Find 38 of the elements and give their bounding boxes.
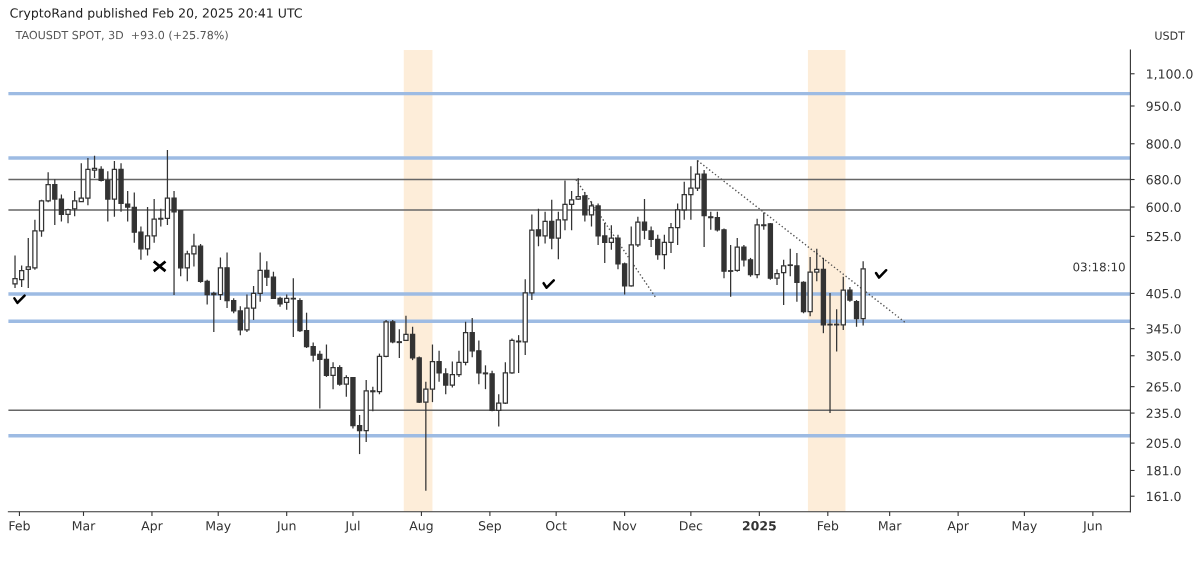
x-tick-label: Sep (478, 521, 501, 533)
x-tick-label: Apr (947, 521, 969, 533)
candlestick (780, 259, 787, 306)
y-tick-label: 680.0 (1146, 174, 1181, 185)
chart-subtitle: TAOUSDT SPOT, 3D +93.0 (+25.78%) (15, 30, 228, 41)
candlestick (290, 277, 296, 338)
y-tick-label: 950.0 (1146, 101, 1181, 111)
x-tick-label: May (206, 521, 231, 533)
chart-title: CryptoRand published Feb 20, 2025 20:41 UTC (10, 8, 302, 21)
y-tick-label: 600.0 (1146, 202, 1181, 212)
x-tick-label: Feb (9, 520, 30, 531)
x-tick-label: Apr (141, 521, 163, 533)
x-tick-label: Nov (613, 521, 637, 531)
x-tick-label: Dec (680, 521, 703, 531)
y-tick-label: 161.0 (1147, 491, 1181, 502)
x-tick-label: Jul (344, 520, 360, 533)
x-tick-label: May (1012, 521, 1037, 533)
x-tick-label: 2025 (742, 521, 776, 531)
y-axis-title: USDT (1155, 31, 1185, 40)
y-tick-label: 235.0 (1146, 408, 1181, 418)
candlestick (396, 328, 403, 359)
y-tick-label: 1,100.0 (1147, 69, 1193, 80)
x-tick-label: Jun (276, 521, 296, 533)
x-tick-label: Mar (879, 521, 902, 531)
y-tick-label: 181.0 (1147, 465, 1181, 476)
y-tick-label: 800.0 (1146, 139, 1181, 149)
x-tick-label: Feb (817, 520, 839, 531)
annotation: 03:18:10 (1073, 262, 1125, 272)
y-tick-label: 305.0 (1146, 351, 1181, 361)
y-tick-label: 525.0 (1146, 231, 1181, 242)
y-tick-label: 345.0 (1146, 324, 1181, 334)
x-tick-label: Mar (72, 521, 96, 531)
x-tick-label: Jun (1082, 521, 1102, 533)
y-tick-label: 265.0 (1146, 382, 1181, 392)
y-tick-label: 205.0 (1146, 438, 1181, 449)
x-tick-label: Oct (546, 521, 567, 531)
y-tick-label: 405.0 (1146, 288, 1181, 299)
x-tick-label: Aug (409, 521, 433, 533)
